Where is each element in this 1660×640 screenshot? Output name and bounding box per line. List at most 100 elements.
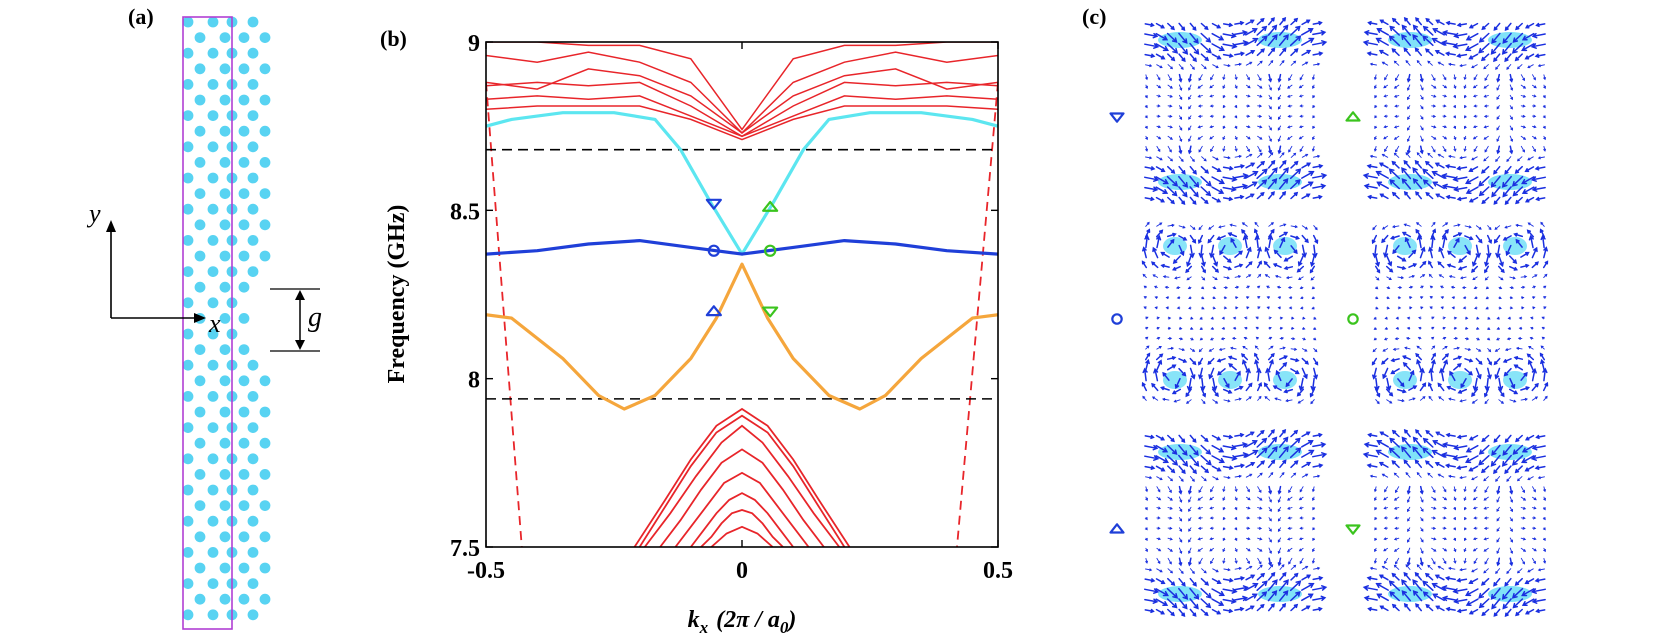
bulk-band-upper xyxy=(486,105,998,141)
field-arrow xyxy=(1388,168,1401,180)
field-arrow xyxy=(1442,222,1449,227)
field-arrow xyxy=(1144,125,1148,130)
field-arrow xyxy=(1514,577,1523,586)
field-arrow xyxy=(1144,196,1155,202)
field-arrow xyxy=(1431,104,1437,108)
field-arrow xyxy=(1178,42,1189,55)
field-arrow xyxy=(1509,517,1513,522)
field-arrow xyxy=(1425,17,1434,26)
gap-arrowhead-up xyxy=(295,290,305,300)
field-arrow xyxy=(1288,306,1293,310)
field-arrow xyxy=(1391,160,1400,169)
field-arrow xyxy=(1474,296,1478,300)
field-arrow xyxy=(1511,587,1524,599)
field-arrow xyxy=(1189,196,1197,205)
field-arrow xyxy=(1490,587,1501,600)
field-arrow xyxy=(1401,34,1412,47)
field-arrow xyxy=(1222,507,1226,511)
lattice-dot xyxy=(194,250,206,262)
field-arrow xyxy=(1145,496,1148,501)
field-arrow xyxy=(1412,24,1423,36)
field-arrow xyxy=(1145,316,1149,320)
field-arrow xyxy=(1504,53,1512,63)
field-arrow xyxy=(1422,580,1434,592)
field-arrow xyxy=(1188,306,1192,310)
field-arrow xyxy=(1273,249,1282,259)
field-arrow xyxy=(1461,286,1467,290)
field-arrow xyxy=(1257,94,1263,98)
field-arrow xyxy=(1406,84,1411,91)
field-arrow xyxy=(1257,395,1262,401)
lattice-dot xyxy=(219,250,231,262)
field-arrow xyxy=(1520,516,1526,520)
field-arrow xyxy=(1145,326,1149,330)
lattice-dot xyxy=(194,437,206,449)
field-arrow xyxy=(1234,496,1238,502)
field-arrow xyxy=(1178,577,1186,587)
field-arrow xyxy=(1448,397,1456,401)
field-arrow xyxy=(1401,590,1412,602)
field-arrow xyxy=(1537,156,1545,160)
lattice-dot xyxy=(219,375,231,387)
field-arrow xyxy=(1532,135,1537,140)
field-arrow xyxy=(1476,337,1481,341)
field-arrow xyxy=(1453,223,1461,227)
lattice-dot xyxy=(182,297,194,309)
field-arrow xyxy=(1268,222,1274,227)
field-arrow xyxy=(1178,568,1184,574)
field-arrow xyxy=(1257,516,1263,520)
field-arrow xyxy=(1288,145,1293,153)
field-arrow xyxy=(1268,60,1274,66)
marker-tri-up xyxy=(705,305,722,317)
field-arrow xyxy=(1509,296,1514,300)
field-arrow xyxy=(1453,135,1457,141)
field-arrow xyxy=(1512,186,1524,197)
field-arrow xyxy=(1509,135,1514,143)
field-arrow xyxy=(1222,145,1226,152)
field-arrow xyxy=(1145,64,1153,68)
field-arrow xyxy=(1197,84,1203,89)
field-arrow xyxy=(1384,557,1388,565)
field-arrow xyxy=(1178,608,1186,618)
field-arrow xyxy=(1245,396,1252,401)
field-arrow xyxy=(1401,24,1412,36)
field-arrow xyxy=(1514,465,1523,474)
field-arrow xyxy=(1198,225,1203,231)
field-arrow xyxy=(1389,25,1400,36)
lattice-dot xyxy=(247,110,259,121)
field-arrow xyxy=(1383,94,1388,98)
field-arrow xyxy=(1178,156,1184,162)
field-arrow xyxy=(1468,608,1479,615)
field-arrow xyxy=(1166,42,1179,54)
field-arrow xyxy=(1383,135,1388,140)
field-arrow xyxy=(1527,359,1534,371)
field-arrow xyxy=(1166,364,1177,371)
lattice-dot xyxy=(259,250,271,262)
field-arrow xyxy=(1403,223,1411,227)
field-arrow xyxy=(1472,547,1478,552)
field-arrow xyxy=(1534,53,1546,58)
field-arrow xyxy=(1441,353,1449,361)
field-arrow xyxy=(1515,223,1523,227)
field-arrow xyxy=(1496,547,1500,555)
field-row-1 xyxy=(1109,16,1547,206)
field-arrow xyxy=(1198,357,1204,366)
field-arrow xyxy=(1246,94,1251,98)
field-arrow xyxy=(1401,178,1412,190)
field-arrow xyxy=(1312,576,1324,581)
field-arrow xyxy=(1480,165,1490,174)
lattice-dot xyxy=(238,375,250,387)
field-arrow xyxy=(1222,434,1234,440)
field-arrow xyxy=(1272,263,1282,268)
field-arrow xyxy=(1514,53,1523,62)
field-arrow xyxy=(1393,537,1400,541)
lattice-dot xyxy=(238,157,250,168)
field-arrow xyxy=(1245,61,1253,66)
field-arrow xyxy=(1441,234,1448,249)
field-arrow xyxy=(1211,196,1222,203)
field-arrow xyxy=(1520,557,1525,565)
field-arrow xyxy=(1382,348,1389,352)
field-arrow xyxy=(1483,496,1489,501)
field-arrow xyxy=(1375,306,1379,310)
